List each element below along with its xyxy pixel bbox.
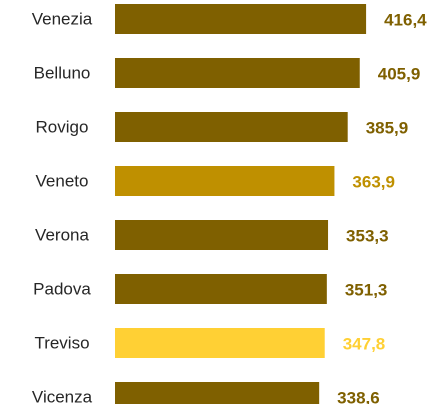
bar	[115, 274, 327, 304]
category-label: Veneto	[36, 171, 89, 190]
category-label: Belluno	[34, 63, 91, 82]
value-label: 351,3	[345, 280, 388, 299]
value-label: 363,9	[352, 172, 395, 191]
value-label: 338,6	[337, 388, 380, 404]
category-label: Venezia	[32, 9, 93, 28]
bar	[115, 166, 335, 196]
bar	[115, 58, 360, 88]
category-label: Vicenza	[32, 387, 93, 404]
category-label: Treviso	[34, 333, 89, 352]
value-label: 385,9	[366, 118, 409, 137]
category-label: Rovigo	[36, 117, 89, 136]
bar	[115, 4, 367, 34]
value-label: 347,8	[343, 334, 386, 353]
value-label: 405,9	[378, 64, 421, 83]
bar	[115, 328, 325, 358]
bar	[115, 220, 329, 250]
value-label: 416,4	[384, 10, 427, 29]
bar	[115, 112, 348, 142]
category-label: Padova	[33, 279, 91, 298]
value-label: 353,3	[346, 226, 389, 245]
category-label: Verona	[35, 225, 89, 244]
bar	[115, 382, 320, 409]
